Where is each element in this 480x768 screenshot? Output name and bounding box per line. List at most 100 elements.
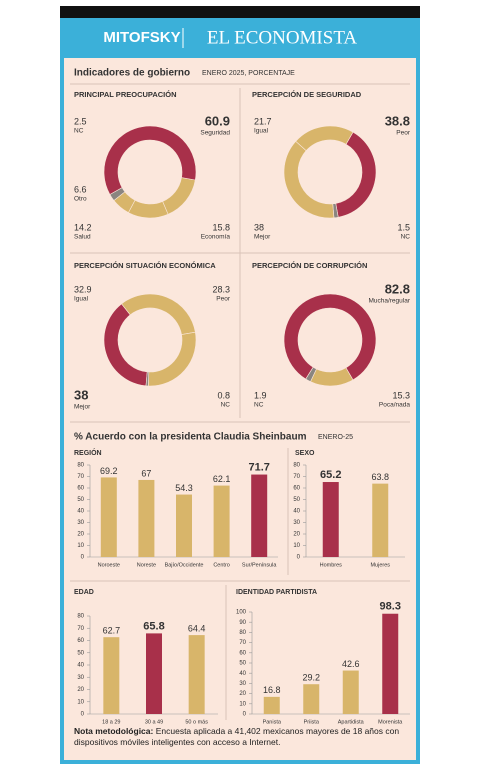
x-tick-label: Mujeres <box>370 562 390 568</box>
value-label: 42.6 <box>342 659 360 669</box>
y-tick-label: 60 <box>77 638 84 644</box>
y-tick-label: 50 <box>77 650 84 656</box>
y-tick-label: 50 <box>77 497 84 503</box>
x-tick-label: Priista <box>304 719 320 725</box>
value-label: 38 <box>74 387 88 402</box>
value-label: 54.3 <box>175 483 193 493</box>
y-tick-label: 70 <box>293 474 300 480</box>
category-label: Otro <box>74 196 87 203</box>
logo-right: EL ECONOMISTA <box>207 27 358 48</box>
x-tick-label: 18 a 29 <box>102 719 120 725</box>
donut-segment <box>145 371 150 387</box>
category-label: NC <box>221 402 231 409</box>
value-label: 38 <box>254 222 264 232</box>
bar <box>100 477 117 557</box>
value-label: 2.5 <box>74 116 87 126</box>
y-tick-label: 30 <box>77 520 84 526</box>
note: Nota metodológica: Encuesta aplicada a 4… <box>74 726 410 748</box>
category-label: Peor <box>216 296 231 303</box>
value-label: 64.4 <box>188 623 206 633</box>
x-tick-label: Sur/Península <box>242 562 277 568</box>
y-tick-label: 80 <box>293 463 300 469</box>
category-label: Igual <box>74 296 89 303</box>
y-tick-label: 80 <box>77 463 84 469</box>
donut-segment <box>295 125 354 152</box>
y-tick-label: 0 <box>243 712 247 718</box>
value-label: 63.8 <box>371 472 389 482</box>
bar <box>342 670 359 714</box>
value-label: 65.8 <box>143 620 164 632</box>
y-tick-label: 70 <box>239 640 246 646</box>
bar <box>188 635 205 714</box>
y-tick-label: 60 <box>77 486 84 492</box>
x-tick-label: Noreste <box>137 562 156 568</box>
y-tick-label: 70 <box>77 626 84 632</box>
bar <box>103 637 120 714</box>
bar <box>382 613 399 714</box>
category-label: Salud <box>74 234 91 241</box>
y-tick-label: 60 <box>239 650 246 656</box>
y-tick-label: 20 <box>239 691 246 697</box>
value-label: 69.2 <box>100 466 118 476</box>
value-label: 67 <box>141 468 151 478</box>
y-tick-label: 40 <box>239 671 246 677</box>
value-label: 32.9 <box>74 284 92 294</box>
value-label: 60.9 <box>205 113 230 128</box>
section-title: Indicadores de gobierno <box>74 68 190 79</box>
y-tick-label: 0 <box>81 555 85 561</box>
value-label: 15.3 <box>392 390 410 400</box>
value-label: 14.2 <box>74 222 92 232</box>
section-title: % Acuerdo con la presidenta Claudia Shei… <box>74 432 307 443</box>
y-tick-label: 20 <box>77 532 84 538</box>
y-tick-label: 40 <box>293 509 300 515</box>
bar <box>303 684 320 714</box>
value-label: 29.2 <box>302 673 320 683</box>
value-label: 21.7 <box>254 116 272 126</box>
bar <box>322 482 339 557</box>
y-tick-label: 100 <box>236 610 247 616</box>
x-tick-label: Noroeste <box>98 562 120 568</box>
x-tick-label: Apartidista <box>338 719 365 725</box>
value-label: 62.7 <box>103 626 121 636</box>
y-tick-label: 0 <box>81 712 85 718</box>
y-tick-label: 90 <box>239 620 246 626</box>
value-label: 82.8 <box>385 281 410 296</box>
y-tick-label: 60 <box>293 486 300 492</box>
category-label: Peor <box>396 130 411 137</box>
y-tick-label: 20 <box>77 687 84 693</box>
value-label: 65.2 <box>320 469 341 481</box>
category-label: Mejor <box>74 404 91 411</box>
y-tick-label: 10 <box>77 699 84 705</box>
section-subtitle: ENERO-25 <box>318 434 353 441</box>
y-tick-label: 80 <box>77 614 84 620</box>
value-label: 28.3 <box>212 284 230 294</box>
y-tick-label: 10 <box>239 701 246 707</box>
category-label: Economía <box>201 234 231 241</box>
category-label: Mejor <box>254 234 271 241</box>
chart-title: EDAD <box>74 589 94 596</box>
value-label: 38.8 <box>385 113 410 128</box>
bar <box>263 696 280 714</box>
bar <box>138 479 155 557</box>
category-label: Igual <box>254 128 269 135</box>
bar <box>146 633 162 714</box>
category-label: Mucha/regular <box>368 298 410 305</box>
chart-title: REGIÓN <box>74 448 102 457</box>
y-tick-label: 30 <box>77 675 84 681</box>
x-tick-label: Morenista <box>378 719 403 725</box>
note-label: Nota metodológica: <box>74 726 154 736</box>
value-label: 15.8 <box>212 222 230 232</box>
y-tick-label: 20 <box>293 532 300 538</box>
value-label: 1.9 <box>254 390 267 400</box>
category-label: NC <box>74 128 84 135</box>
chart-title: PERCEPCIÓN DE SEGURIDAD <box>252 90 362 99</box>
value-label: 6.6 <box>74 184 87 194</box>
category-label: NC <box>254 402 264 409</box>
bar <box>213 485 230 557</box>
donut-segment <box>103 125 197 195</box>
x-tick-label: Panista <box>263 719 282 725</box>
section-subtitle: ENERO 2025, PORCENTAJE <box>202 70 295 77</box>
y-tick-label: 70 <box>77 474 84 480</box>
y-tick-label: 10 <box>77 543 84 549</box>
